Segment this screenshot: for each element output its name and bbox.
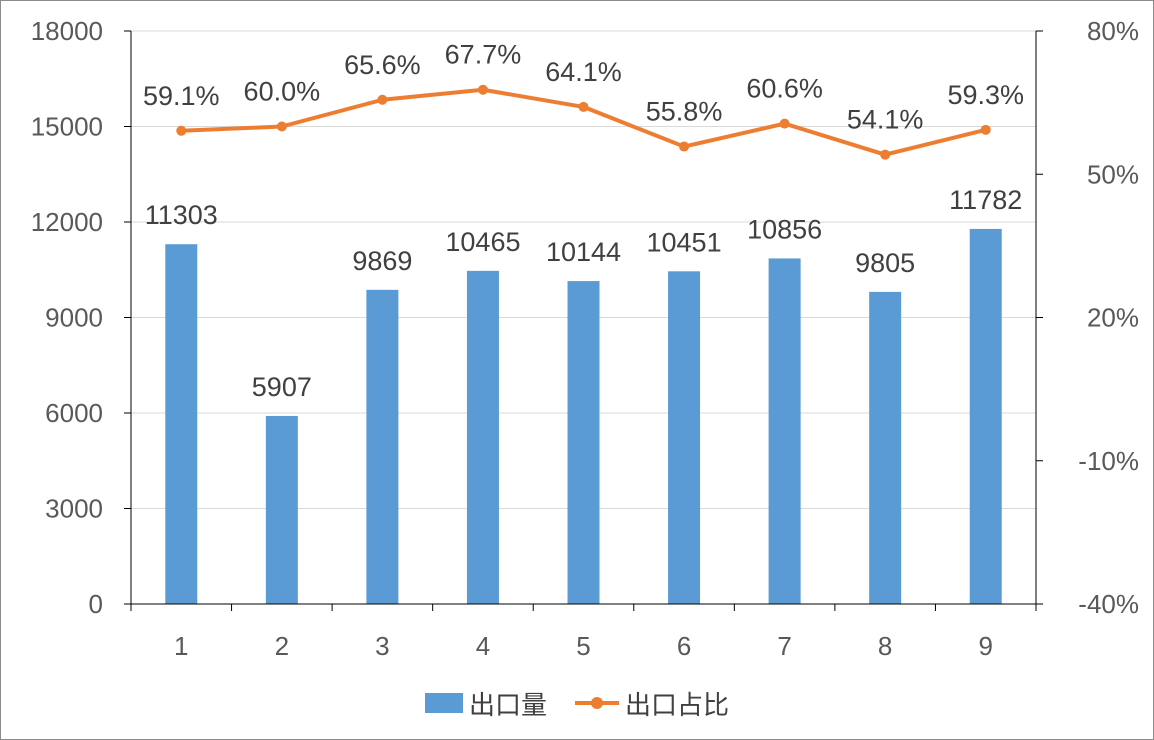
right-axis-tick-label: -40% (1078, 589, 1139, 619)
left-axis-tick-label: 15000 (31, 112, 103, 142)
legend-item-bar: 出口量 (424, 685, 547, 722)
bar (466, 270, 499, 604)
right-axis-tick-label: 20% (1087, 303, 1139, 333)
line-series-export-share (176, 84, 991, 160)
bar (768, 258, 801, 604)
bar-data-label: 9869 (352, 246, 412, 276)
bar-data-label: 10144 (546, 237, 621, 267)
bar-data-label: 11303 (145, 200, 218, 230)
legend-bar-swatch (424, 693, 463, 713)
bar (969, 228, 1002, 604)
axes: 0 3000 6000 9000 12000 15000 18000 -40% -10% 20% 5… (31, 16, 1139, 661)
line-point (980, 124, 991, 135)
line-data-label: 65.6% (344, 50, 421, 80)
line-data-label: 67.7% (445, 40, 522, 70)
line-data-label: 55.8% (646, 97, 723, 127)
line-data-label: 59.1% (143, 81, 220, 111)
bar (366, 289, 399, 604)
line-data-label: 60.6% (746, 74, 823, 104)
x-axis-tick-label: 5 (576, 631, 590, 661)
left-axis-tick-label: 6000 (45, 398, 103, 428)
x-axis-tick-label: 1 (174, 631, 188, 661)
x-axis-tick-label: 4 (476, 631, 490, 661)
bar-data-label: 10465 (445, 227, 520, 257)
x-axis-tick-label: 6 (677, 631, 691, 661)
line-point (880, 149, 891, 160)
line-point (779, 118, 790, 129)
bar (165, 244, 198, 604)
x-axis-tick-label: 3 (375, 631, 389, 661)
right-axis-tick-label: 80% (1087, 16, 1139, 46)
bar-data-label: 10451 (647, 227, 722, 257)
line-point (679, 141, 690, 152)
x-axis-tick-label: 7 (777, 631, 791, 661)
x-axis-tick-label: 2 (275, 631, 289, 661)
bar (567, 281, 600, 604)
x-axis-tick-label: 9 (978, 631, 992, 661)
bar (265, 415, 298, 604)
bar-series-export-volume (165, 228, 1002, 604)
legend-item-line: 出口占比 (575, 685, 729, 722)
legend-label-line: 出口占比 (625, 690, 730, 721)
bar-data-label: 11782 (949, 185, 1022, 215)
bar-data-label: 10856 (747, 214, 822, 244)
bar (869, 291, 902, 604)
legend: 出口量 出口占比 (1, 683, 1153, 723)
left-axis-tick-label: 12000 (31, 207, 103, 237)
line-point (578, 101, 589, 112)
legend-label-bar: 出口量 (468, 690, 547, 721)
line-data-label: 60.0% (244, 77, 321, 107)
bar-data-label: 9805 (855, 248, 915, 278)
line-data-label: 64.1% (545, 57, 622, 87)
combo-chart: 0 3000 6000 9000 12000 15000 18000 -40% -10% 20% 5… (31, 16, 1139, 661)
line-point (176, 125, 187, 136)
left-axis-tick-label: 3000 (45, 494, 103, 524)
right-axis-tick-label: -10% (1078, 446, 1139, 476)
bar-data-label: 5907 (252, 372, 312, 402)
left-axis-tick-label: 0 (89, 589, 103, 619)
line-point (276, 121, 287, 132)
left-axis-tick-label: 18000 (31, 16, 103, 46)
left-axis-tick-label: 9000 (45, 303, 103, 333)
legend-line-swatch (575, 693, 619, 713)
line-data-label: 59.3% (947, 80, 1024, 110)
x-axis-tick-label: 8 (878, 631, 892, 661)
line-point (477, 84, 488, 95)
right-axis-tick-label: 50% (1087, 159, 1139, 189)
line-point (377, 94, 388, 105)
line-data-label: 54.1% (847, 105, 924, 135)
data-labels: 11303 5907 9869 10465 10144 10451 10856 9805 117… (143, 40, 1024, 402)
bar (668, 271, 701, 604)
